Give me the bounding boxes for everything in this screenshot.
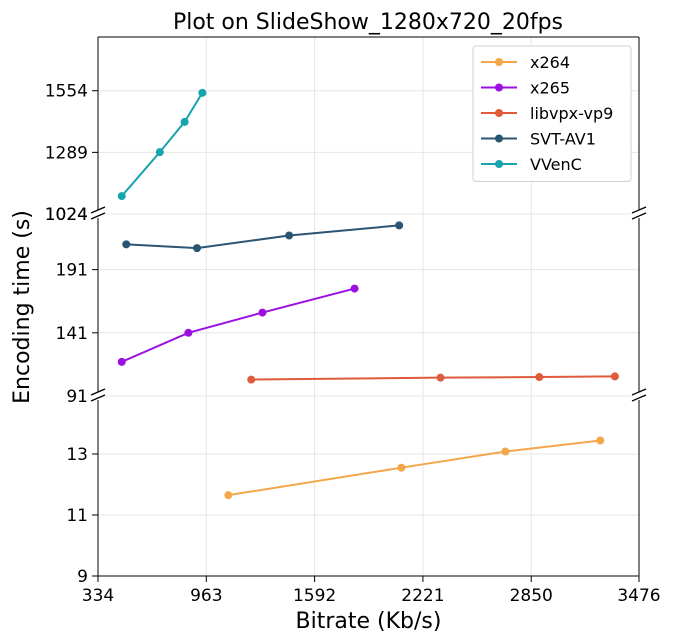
axis-break-mark: [90, 394, 106, 402]
legend-label: x264: [530, 53, 570, 72]
panel-top: 1024 1289 1554: [45, 36, 640, 225]
series-libvpx-vp9: [247, 372, 619, 384]
x-axis-title: Bitrate (Kb/s): [296, 609, 442, 634]
axis-break-gap: [631, 210, 647, 218]
legend-label: SVT-AV1: [530, 130, 596, 149]
legend-item-x264: x264: [481, 53, 570, 72]
series-line: [126, 224, 400, 250]
x-tick-label: 2850: [510, 586, 553, 606]
axis-break-gap: [631, 392, 647, 400]
y-tick-label: 1289: [45, 143, 88, 163]
data-point: [397, 463, 406, 472]
legend-label: x265: [530, 79, 570, 98]
y-tick-label: 141: [56, 324, 88, 344]
data-point: [596, 436, 605, 445]
chart-title: Plot on SlideShow_1280x720_20fps: [173, 10, 563, 35]
data-point: [184, 328, 193, 337]
y-tick-label: 11: [66, 506, 88, 526]
series-SVT-AV1: [122, 221, 404, 253]
axis-break-gap: [90, 210, 106, 218]
y-tick-label: 1024: [45, 205, 88, 225]
legend-swatch-marker: [495, 109, 503, 117]
series-line: [121, 287, 355, 363]
data-point: [436, 373, 445, 382]
data-point: [122, 240, 131, 249]
data-point: [258, 308, 267, 317]
legend-label: libvpx-vp9: [530, 104, 613, 123]
legend-label: VVenC: [530, 155, 582, 174]
axis-break-marks: [90, 206, 647, 402]
axis-break-gap: [90, 392, 106, 400]
series-x264: [224, 436, 605, 500]
data-point: [180, 117, 189, 126]
data-point: [198, 88, 207, 97]
axis-break-mark: [631, 388, 647, 396]
data-point: [501, 447, 510, 456]
x-tick-label: 2221: [401, 586, 444, 606]
series-VVenC: [117, 88, 207, 201]
legend-item-SVT-AV1: SVT-AV1: [481, 130, 596, 149]
x-tick-label: 963: [190, 586, 222, 606]
legend-box: [472, 45, 632, 182]
data-point: [224, 491, 233, 500]
legend-item-x265: x265: [481, 79, 570, 98]
y-tick-label: 13: [66, 445, 88, 465]
legend-swatch-marker: [495, 134, 503, 143]
data-point: [117, 357, 126, 366]
data-point: [247, 375, 256, 384]
x-tick-label: 1592: [293, 586, 336, 606]
legend-swatch-marker: [495, 58, 503, 66]
axis-break-mark: [90, 388, 106, 396]
axis-break-mark: [90, 212, 106, 220]
y-tick-label: 91: [66, 387, 88, 407]
data-point: [395, 221, 404, 230]
panel-middle: 91 141 191 1024: [45, 205, 640, 407]
legend-swatch-marker: [495, 160, 503, 168]
y-tick-label: 1024: [45, 205, 88, 225]
x-tick-label: 3476: [617, 586, 660, 606]
legend-swatch-marker: [495, 83, 503, 92]
legend: x264 x265 libvpx-vp9 SVT-AV1 VVenC: [472, 45, 632, 182]
legend-item-libvpx-vp9: libvpx-vp9: [481, 104, 613, 123]
data-point: [193, 244, 202, 253]
axis-break-mark: [631, 394, 647, 402]
series-line: [251, 375, 615, 381]
y-tick-label: 9: [77, 567, 88, 587]
series-line: [228, 439, 601, 497]
x-axis: 334 963 1592 2221 2850 3476: [82, 576, 661, 606]
data-point: [285, 231, 294, 240]
y-tick-label: 191: [56, 261, 88, 281]
series-x265: [117, 284, 359, 366]
axis-break-mark: [631, 206, 647, 214]
data-point: [350, 284, 359, 293]
panel-bottom: 9 11 13: [66, 396, 640, 587]
data-point: [117, 192, 126, 201]
axis-break-mark: [90, 206, 106, 214]
x-tick-label: 334: [82, 586, 114, 606]
y-tick-label: 1554: [45, 82, 88, 102]
data-point: [535, 373, 544, 382]
legend-item-VVenC: VVenC: [481, 155, 582, 174]
series-line: [121, 92, 204, 197]
axis-break-mark: [631, 212, 647, 220]
data-point: [155, 148, 164, 157]
data-point: [610, 372, 619, 381]
y-axis-title: Encoding time (s): [10, 210, 35, 404]
